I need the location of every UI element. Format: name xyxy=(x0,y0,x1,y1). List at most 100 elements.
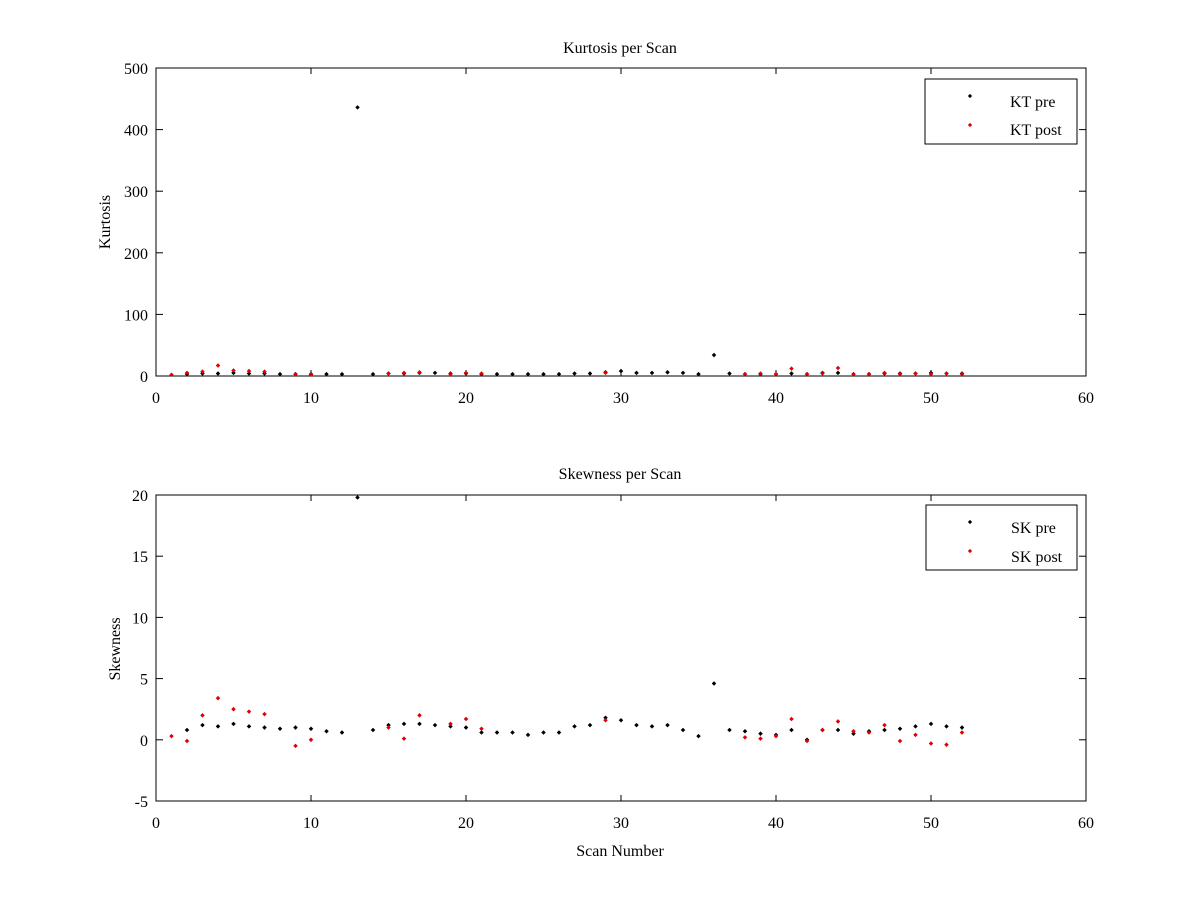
point-sk-pre xyxy=(541,730,546,735)
point-sk-post xyxy=(804,738,810,744)
point-sk-post xyxy=(897,738,903,744)
point-sk-pre xyxy=(308,726,314,732)
x-tick-label: 20 xyxy=(458,815,474,832)
point-kt-post xyxy=(913,371,918,376)
legend-label-sk-post: SK post xyxy=(1011,549,1063,566)
point-kt-post xyxy=(897,371,903,377)
point-kt-post xyxy=(262,369,267,374)
point-kt-pre xyxy=(634,370,639,376)
point-kt-post xyxy=(944,371,949,376)
point-kt-pre xyxy=(572,371,577,376)
point-kt-post xyxy=(773,371,779,377)
point-sk-post xyxy=(789,716,794,722)
y-tick-label: 0 xyxy=(140,733,148,750)
skewness-plot: Skewness per Scan Skewness Scan Number 0… xyxy=(107,466,1094,860)
x-tick-label: 20 xyxy=(458,390,474,407)
point-sk-pre xyxy=(742,728,748,734)
point-sk-pre xyxy=(432,722,438,728)
point-kt-pre xyxy=(835,370,841,376)
point-kt-post xyxy=(417,370,422,375)
point-sk-pre xyxy=(463,725,469,730)
point-kt-pre xyxy=(510,371,515,377)
y-tick-label: 200 xyxy=(124,246,148,263)
point-sk-pre xyxy=(882,727,887,733)
point-sk-pre xyxy=(448,724,453,729)
point-kt-pre xyxy=(231,370,236,376)
y-tick-label: 10 xyxy=(132,610,148,627)
point-sk-pre xyxy=(324,728,329,734)
point-kt-pre xyxy=(277,371,283,377)
point-kt-post xyxy=(820,371,825,376)
point-sk-pre xyxy=(835,727,841,733)
point-sk-pre xyxy=(479,730,484,735)
point-sk-post xyxy=(463,716,469,722)
point-sk-post xyxy=(742,735,748,740)
skewness-x-axis-label: Scan Number xyxy=(576,843,664,860)
point-kt-post xyxy=(742,371,748,377)
point-kt-post xyxy=(959,371,965,377)
point-sk-post xyxy=(944,742,949,747)
point-sk-pre xyxy=(386,722,391,728)
x-tick-label: 30 xyxy=(613,390,629,407)
point-sk-post xyxy=(417,713,422,718)
y-tick-label: 400 xyxy=(124,123,148,140)
point-kt-post xyxy=(200,369,205,374)
point-kt-post xyxy=(386,371,391,376)
x-tick-label: 10 xyxy=(303,390,319,407)
point-sk-pre xyxy=(758,731,763,736)
point-sk-post xyxy=(293,743,298,749)
point-sk-pre xyxy=(293,725,298,730)
legend-label-sk-pre: SK pre xyxy=(1011,520,1056,537)
point-sk-post xyxy=(773,733,779,739)
y-tick-label: 15 xyxy=(132,549,148,566)
point-kt-post xyxy=(789,366,794,371)
kurtosis-plot: Kurtosis per Scan Kurtosis 0 10 20 30 40 50 60… xyxy=(97,40,1094,407)
point-kt-post xyxy=(479,371,484,376)
point-sk-pre xyxy=(525,732,531,738)
point-kt-post xyxy=(804,371,810,377)
legend-label-kt-post: KT post xyxy=(1010,122,1062,139)
point-sk-pre xyxy=(262,725,267,730)
x-tick-label: 60 xyxy=(1078,815,1094,832)
point-kt-pre xyxy=(246,371,252,376)
point-sk-pre xyxy=(711,681,717,686)
point-kt-post xyxy=(184,370,190,376)
point-kt-pre xyxy=(541,371,546,377)
y-tick-label: 300 xyxy=(124,184,148,201)
point-sk-pre xyxy=(928,721,934,727)
kurtosis-legend-box xyxy=(924,78,1078,145)
point-kt-post xyxy=(169,372,174,378)
point-sk-post xyxy=(835,719,841,724)
kurtosis-data-points xyxy=(169,105,965,378)
point-sk-post xyxy=(479,726,484,732)
point-kt-pre xyxy=(370,371,376,377)
point-kt-post xyxy=(835,365,841,371)
point-sk-post xyxy=(882,722,887,728)
point-kt-pre xyxy=(665,370,670,375)
point-sk-pre xyxy=(634,722,639,728)
x-tick-label: 50 xyxy=(923,390,939,407)
skewness-legend: SK pre SK post xyxy=(925,504,1078,571)
point-kt-pre xyxy=(711,352,717,358)
point-sk-pre xyxy=(665,722,670,728)
point-sk-post xyxy=(448,721,453,727)
point-sk-pre xyxy=(727,727,732,733)
point-kt-post xyxy=(866,371,872,377)
point-kt-post xyxy=(463,370,469,376)
point-kt-pre xyxy=(494,371,500,377)
x-tick-label: 0 xyxy=(152,815,160,832)
y-tick-label: 500 xyxy=(124,61,148,78)
point-sk-pre xyxy=(277,726,283,732)
kurtosis-axis-ticks: 0 10 20 30 40 50 60 0 100 200 300 400 500 xyxy=(124,61,1094,407)
point-kt-pre xyxy=(680,370,686,376)
y-tick-label: -5 xyxy=(135,794,148,811)
point-sk-post xyxy=(866,730,872,735)
point-kt-post xyxy=(928,371,934,377)
point-kt-post xyxy=(231,368,236,373)
point-kt-pre xyxy=(696,371,701,377)
point-sk-post xyxy=(262,711,267,717)
point-sk-post xyxy=(959,730,965,735)
x-tick-label: 50 xyxy=(923,815,939,832)
